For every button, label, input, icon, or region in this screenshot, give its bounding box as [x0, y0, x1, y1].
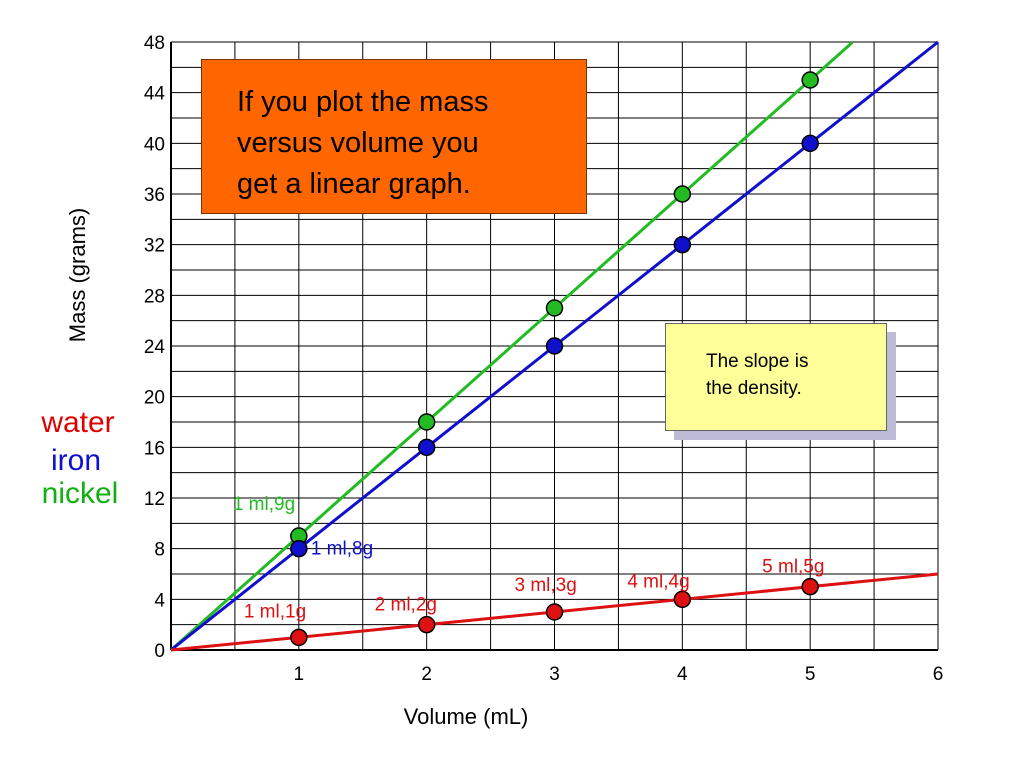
series-points: [290, 71, 819, 647]
water-data-point: [417, 615, 436, 634]
water-point-label: 1 ml,1g: [244, 601, 306, 622]
linear-note-line-2: versus volume you: [237, 127, 479, 159]
water-point-label: 4 ml,4g: [627, 571, 689, 592]
y-tick-label: 36: [144, 185, 165, 206]
point-labels: 1 ml,9g 1 ml,8g 1 ml,1g 2 ml,2g 3 ml,3g 4 ml,…: [233, 494, 825, 622]
iron-data-point: [545, 337, 564, 355]
water-data-point: [290, 628, 308, 647]
y-tick-label: 40: [144, 134, 165, 155]
y-tick-label: 28: [144, 286, 165, 307]
y-tick-label: 4: [154, 590, 165, 611]
y-tick-label: 48: [144, 33, 165, 54]
x-tick-label: 2: [421, 664, 432, 685]
linear-note-line-3: get a linear graph.: [237, 168, 471, 200]
nickel-point-label: 1 ml,9g: [233, 494, 295, 515]
nickel-data-point: [673, 185, 692, 203]
linear-graph-callout: If you plot the mass versus volume you g…: [201, 59, 587, 214]
y-axis-title: Mass (grams): [65, 208, 90, 342]
legend-entry-nickel: nickel: [42, 477, 119, 510]
slope-note-line-2: the density.: [706, 378, 802, 399]
x-tick-labels: 1 2 3 4 5 6: [294, 664, 944, 685]
nickel-data-point: [417, 413, 436, 431]
x-tick-label: 3: [549, 664, 560, 685]
iron-data-point: [673, 235, 692, 254]
y-tick-label: 32: [144, 236, 165, 257]
linear-graph-callout-text: If you plot the mass versus volume you g…: [237, 82, 577, 205]
iron-data-point: [417, 438, 436, 457]
water-point-label: 2 ml,2g: [375, 595, 437, 616]
slope-density-callout-text: The slope is the density.: [706, 348, 876, 402]
legend-entry-iron: iron: [51, 444, 101, 477]
water-point-label: 5 ml,5g: [762, 557, 824, 578]
y-tick-label: 0: [154, 641, 165, 662]
iron-data-point: [801, 134, 819, 153]
slope-note-line-1: The slope is: [706, 351, 809, 372]
nickel-data-point: [801, 71, 819, 89]
iron-data-point: [290, 539, 308, 558]
legend-entry-water: water: [40, 406, 114, 439]
nickel-series-line: [170, 41, 854, 652]
y-tick-label: 24: [144, 337, 166, 358]
water-data-point: [673, 590, 692, 609]
slope-density-callout: The slope is the density.: [665, 323, 887, 431]
water-data-point: [801, 577, 819, 596]
y-tick-label: 12: [144, 489, 165, 510]
y-tick-label: 44: [144, 84, 166, 105]
x-tick-label: 5: [805, 664, 816, 685]
x-tick-label: 6: [933, 664, 944, 685]
y-tick-label: 20: [144, 388, 165, 409]
water-data-point: [545, 603, 564, 621]
y-tick-label: 16: [144, 438, 165, 459]
iron-point-label: 1 ml,8g: [311, 539, 373, 560]
linear-note-line-1: If you plot the mass: [237, 86, 489, 118]
nickel-data-point: [545, 299, 564, 317]
x-tick-label: 1: [294, 664, 305, 685]
water-point-label: 3 ml,3g: [515, 575, 577, 596]
x-tick-label: 4: [677, 664, 688, 685]
x-axis-title: Volume (mL): [404, 704, 529, 729]
y-tick-label: 8: [154, 540, 165, 561]
